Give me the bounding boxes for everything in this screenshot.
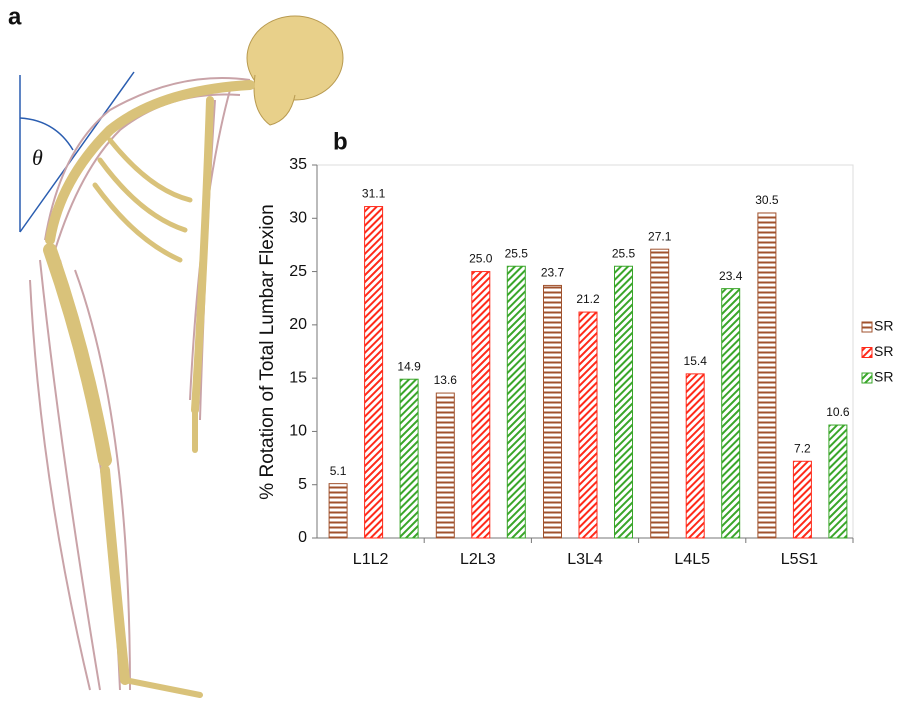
y-tick-label: 0	[298, 529, 307, 546]
bar	[651, 249, 669, 538]
bar	[507, 266, 525, 538]
y-tick-label: 15	[289, 369, 307, 386]
figure: a θ b % Rotation of Total Lumbar Flexion…	[0, 0, 899, 705]
y-tick-label: 35	[289, 156, 307, 173]
bar	[829, 425, 847, 538]
bar	[722, 289, 740, 538]
bar	[544, 285, 562, 538]
bar	[329, 484, 347, 538]
bar	[472, 272, 490, 538]
y-tick-label: 10	[289, 423, 307, 440]
value-label: 14.9	[397, 359, 421, 373]
y-tick-label: 25	[289, 263, 307, 280]
value-label: 15.4	[684, 354, 708, 368]
panel-label: b	[333, 128, 348, 155]
value-label: 30.5	[755, 193, 779, 207]
value-label: 23.4	[719, 269, 743, 283]
value-label: 25.5	[505, 246, 529, 260]
value-label: 13.6	[434, 373, 458, 387]
value-label: 21.2	[576, 292, 600, 306]
value-label: 27.1	[648, 229, 672, 243]
x-tick-label: L4L5	[674, 551, 710, 568]
bar	[436, 393, 454, 538]
x-tick-label: L2L3	[460, 551, 496, 568]
value-label: 5.1	[330, 464, 347, 478]
y-axis-label: % Rotation of Total Lumbar Flexion	[257, 204, 278, 499]
y-tick-label: 20	[289, 316, 307, 333]
panel-label: a	[8, 3, 22, 30]
value-label: 25.5	[612, 246, 636, 260]
value-label: 10.6	[826, 405, 850, 419]
legend-swatch	[862, 373, 872, 383]
x-tick-label: L5S1	[781, 551, 818, 568]
y-tick-label: 5	[298, 476, 307, 493]
angle-label: θ	[32, 145, 43, 170]
legend-label: SR	[874, 369, 893, 385]
value-label: 7.2	[794, 441, 811, 455]
bar	[365, 207, 383, 538]
x-tick-label: L3L4	[567, 551, 603, 568]
value-label: 31.1	[362, 187, 386, 201]
value-label: 23.7	[541, 266, 565, 280]
legend-label: SR	[874, 318, 893, 334]
legend-label: SR	[874, 343, 893, 359]
bar	[579, 312, 597, 538]
bar	[686, 374, 704, 538]
bar	[758, 213, 776, 538]
bar	[793, 461, 811, 538]
x-tick-label: L1L2	[353, 551, 389, 568]
legend-swatch	[862, 322, 872, 332]
legend-swatch	[862, 348, 872, 358]
skeleton-illustration	[20, 16, 343, 695]
bar	[400, 379, 418, 538]
value-label: 25.0	[469, 252, 493, 266]
y-tick-label: 30	[289, 210, 307, 227]
bar	[615, 266, 633, 538]
